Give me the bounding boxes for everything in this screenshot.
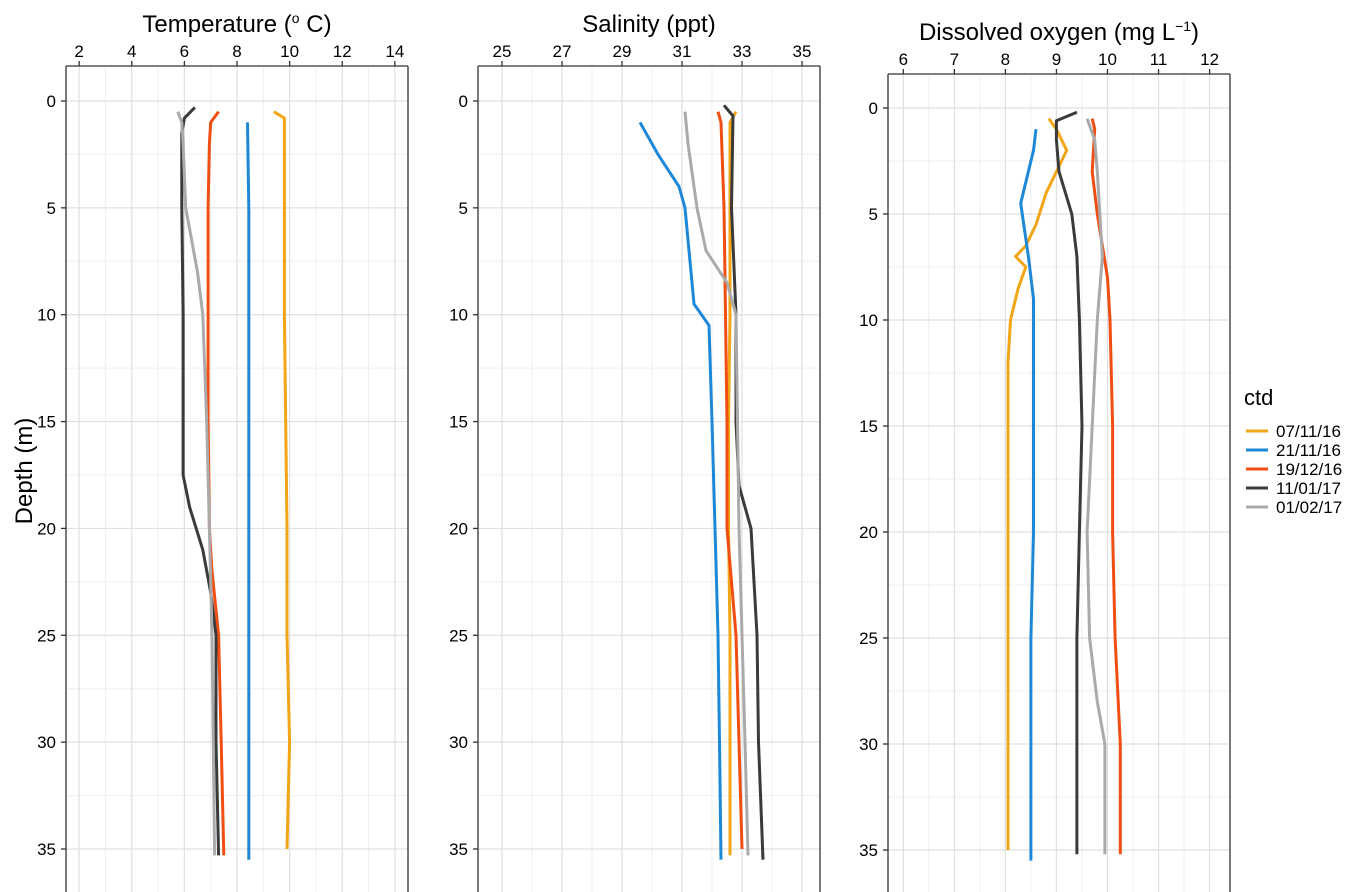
x-tick-label: 8 [1001,50,1010,69]
x-tick-label: 7 [950,50,959,69]
y-tick-label: 25 [859,629,878,648]
legend-title: ctd [1244,385,1273,410]
x-tick-label: 31 [673,42,692,61]
legend-label: 11/01/17 [1276,479,1341,498]
y-tick-label: 5 [459,199,468,218]
x-tick-label: 25 [493,42,512,61]
y-tick-label: 15 [859,417,878,436]
x-tick-label: 6 [180,42,189,61]
panels-layer: 2 4 6 8 10 12 14 0 5 10 15 20 25 30 35 Temperature (o C… [37,10,1231,892]
x-tick-label: 12 [1200,50,1219,69]
series-line-21-11-16 [246,122,251,860]
y-tick-label: 20 [37,519,56,538]
x-tick-label: 8 [232,42,241,61]
panel-title-sup: −1 [1175,18,1191,34]
series-line-21-11-16 [1019,129,1038,861]
panel-title-tail: ) [1191,19,1199,46]
y-tick-label: 30 [859,735,878,754]
legend: ctd 07/11/1621/11/1619/12/1611/01/1701/0… [1244,385,1342,517]
y-tick-label: 0 [459,92,468,111]
y-tick-label: 5 [869,205,878,224]
legend-label: 21/11/16 [1276,441,1341,460]
panel-title: Salinity (ppt) [582,11,715,38]
x-tick-label: 11 [1150,50,1168,69]
legend-label: 19/12/16 [1276,460,1342,479]
y-tick-label: 0 [869,99,878,118]
x-tick-label: 10 [280,42,299,61]
y-tick-label: 25 [37,626,56,645]
x-tick-label: 12 [333,42,352,61]
x-tick-label: 2 [74,42,83,61]
y-tick-label: 0 [47,92,56,111]
y-tick-label: 30 [37,733,56,752]
x-tick-label: 33 [733,42,752,61]
series-line-07-11-16 [273,110,292,850]
panel-title-main: Dissolved oxygen (mg L [919,19,1175,46]
legend-label: 07/11/16 [1276,422,1341,441]
panel-title-main: Salinity (ppt) [582,11,715,38]
y-tick-label: 10 [37,306,56,325]
x-tick-label: 9 [1052,50,1061,69]
series-line-01-02-17 [683,111,750,856]
series-line-11-01-17 [1054,110,1084,855]
y-tick-label: 20 [449,519,468,538]
legend-label: 01/02/17 [1276,498,1342,517]
panel-title-main: Temperature ( [142,11,291,38]
series-line-01-02-17 [176,111,217,856]
series-line-01-02-17 [1085,118,1107,855]
y-tick-label: 20 [859,523,878,542]
x-tick-label: 4 [127,42,136,61]
series-line-07-11-16 [1006,117,1069,850]
y-tick-label: 10 [449,306,468,325]
x-tick-label: 14 [385,42,404,61]
panel-1: 2 4 6 8 10 12 14 0 5 10 15 20 25 30 35 Temperature (o C… [37,10,409,892]
series-line-07-11-16 [727,110,738,856]
y-tick-label: 25 [449,626,468,645]
panel-title-tail: C) [300,11,332,38]
panel-3: 6 7 8 9 10 11 12 0 5 10 15 20 25 30 35 Dissolved oxygen… [859,18,1231,892]
y-tick-label: 35 [37,840,56,859]
y-tick-label: 10 [859,311,878,330]
y-axis-title: Depth (m) [11,418,38,525]
x-tick-label: 35 [793,42,812,61]
panel-title: Dissolved oxygen (mg L−1) [919,18,1199,46]
panel-title-sup: o [292,10,300,26]
x-tick-label: 10 [1098,50,1117,69]
y-tick-label: 15 [37,413,56,432]
x-tick-label: 6 [899,50,908,69]
series-line-19-12-16 [716,111,744,850]
y-tick-label: 35 [449,840,468,859]
y-tick-label: 5 [47,199,56,218]
panel-2: 25 27 29 31 33 35 0 5 10 15 20 25 30 35 Salinity (ppt) [449,11,821,892]
y-tick-label: 15 [449,413,468,432]
y-tick-label: 30 [449,733,468,752]
x-tick-label: 29 [613,42,632,61]
panel-title: Temperature (o C) [142,10,331,38]
x-tick-label: 27 [553,42,572,61]
y-tick-label: 35 [859,841,878,860]
series-line-21-11-16 [638,121,723,860]
series-line-19-12-16 [1090,118,1122,855]
